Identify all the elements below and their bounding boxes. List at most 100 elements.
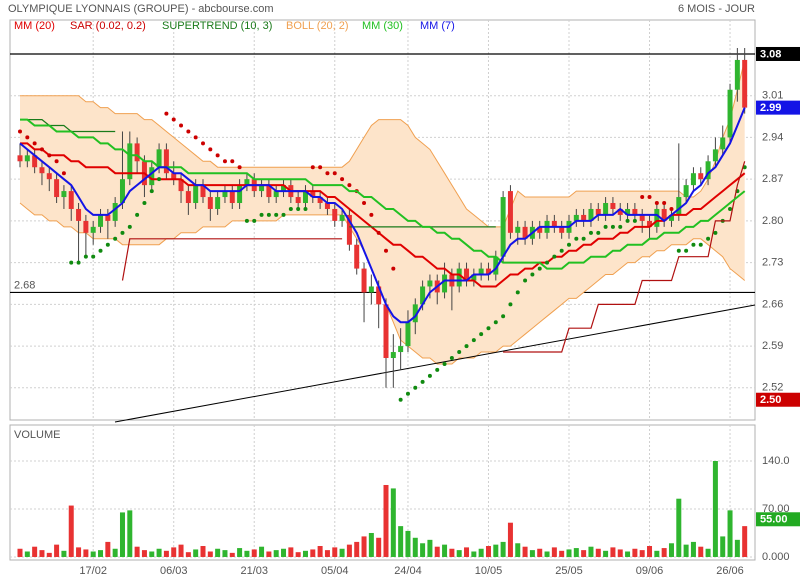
volume-bar [207,551,213,557]
candle-body [683,185,689,198]
candle-body [485,268,491,275]
sar-dot [391,266,396,271]
sar-dot [157,177,162,182]
sar-dot [537,266,542,271]
hline-label: 2.68 [14,279,35,291]
y-tick-label: 2.87 [762,173,783,185]
candle-body [507,191,513,233]
legend-entry: MM (20) [14,20,55,32]
x-tick-label: 25/05 [555,565,583,577]
candle-body [471,274,477,281]
candle-body [310,191,316,198]
candle-body [324,203,330,209]
volume-bar [434,546,440,557]
candle-body [46,173,52,180]
volume-bar [61,550,67,557]
candle-body [119,179,125,204]
sar-dot [318,165,323,170]
legend-entry: MM (7) [420,20,455,32]
volume-bar [705,548,711,557]
sar-dot [669,206,674,211]
volume-bar [302,550,308,557]
candle-body [200,185,206,198]
candle-body [412,304,418,323]
volume-bar [493,544,499,557]
sar-dot [464,344,469,349]
volume-bar [390,488,396,557]
volume-tick-label: 70.00 [762,503,790,515]
candle-body [149,167,155,186]
moving-average [19,107,746,324]
candle-body [302,191,308,204]
sar-dot [310,165,315,170]
candle-body [24,155,30,162]
candle-body [668,214,674,221]
legend-entry: MM (30) [362,20,403,32]
x-tick-label: 17/02 [79,565,107,577]
sar-dot [362,201,367,206]
volume-bar [200,546,206,557]
sar-dot [691,242,696,247]
candle-body [493,256,499,275]
supertrend [503,161,746,353]
candle-body [573,214,579,221]
volume-bar [485,546,491,557]
volume-bar [83,549,89,557]
volume-bar [500,541,506,557]
candle-body [500,197,506,257]
sar-dot [405,391,410,396]
sar-dot [47,153,52,158]
sar-dot [530,272,535,277]
volume-bar [90,551,96,557]
sar-dot [369,212,374,217]
sar-dot [76,260,81,265]
x-tick-label: 26/06 [716,565,744,577]
sar-dot [449,356,454,361]
volume-bar [361,536,367,557]
sar-dot [427,373,432,378]
sar-dot [515,290,520,295]
sar-dot [567,242,571,247]
volume-bar [668,543,674,557]
y-tick-label: 3.01 [762,90,783,102]
volume-bar [661,548,667,557]
volume-bar [156,548,162,557]
candle-body [734,59,740,90]
sar-dot [296,206,301,211]
candle-body [654,208,660,227]
candle-body [559,226,565,233]
volume-bar [119,512,125,557]
x-tick-label: 24/04 [394,565,422,577]
candle-body [610,203,616,209]
candle-body [464,268,470,281]
y-tick-label: 2.66 [762,298,783,310]
volume-bar [383,484,389,557]
sar-dot [208,147,213,152]
candle-body [54,179,60,198]
candle-body [134,143,140,162]
sar-dot [545,260,550,265]
volume-bar [720,536,726,557]
candle-body [698,173,704,180]
sar-dot [332,171,337,176]
volume-bar [478,548,484,557]
volume-bar [39,550,45,557]
sar-dot [179,123,184,128]
candle-body [281,185,287,192]
volume-bar [32,546,38,557]
supertrend [121,238,343,281]
volume-bar [171,547,177,557]
volume-bar [449,548,455,557]
x-tick-label: 09/06 [636,565,664,577]
bollinger-upper [20,59,746,228]
candle-body [193,185,199,204]
volume-bar [588,546,594,557]
candle-body [127,143,133,180]
sar-dot [303,206,308,211]
sar-dot [149,189,154,194]
volume-bar [54,544,60,557]
sar-dot [713,230,718,235]
sar-dot [384,248,388,253]
sar-dot [325,171,330,176]
candle-body [156,149,162,168]
